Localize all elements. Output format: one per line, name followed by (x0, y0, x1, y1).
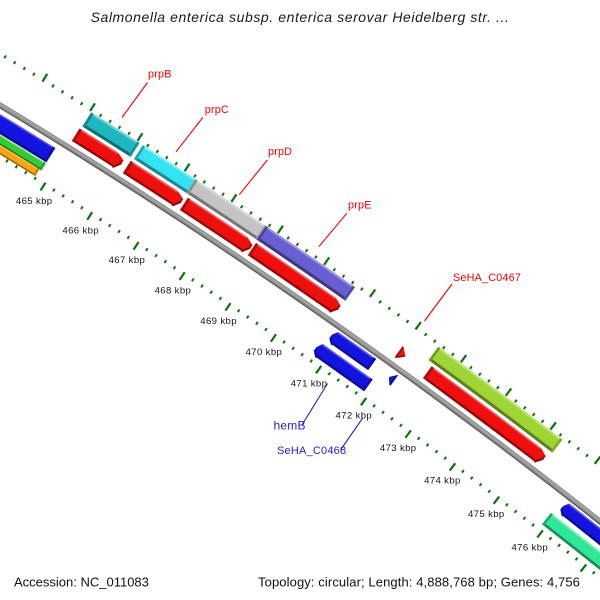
svg-text:SeHA_C0467: SeHA_C0467 (453, 272, 521, 284)
svg-text:prpD: prpD (268, 146, 292, 158)
svg-text:Accession: NC_011083: Accession: NC_011083 (14, 575, 149, 590)
svg-text:473 kbp: 473 kbp (380, 443, 417, 454)
svg-text:476 kbp: 476 kbp (512, 543, 549, 554)
svg-text:472 kbp: 472 kbp (336, 411, 373, 422)
svg-text:Salmonella enterica subsp. ent: Salmonella enterica subsp. enterica sero… (91, 9, 510, 25)
svg-text:469 kbp: 469 kbp (200, 316, 237, 327)
svg-text:hemB: hemB (274, 419, 306, 433)
svg-text:474 kbp: 474 kbp (424, 476, 461, 487)
svg-text:467 kbp: 467 kbp (109, 255, 146, 266)
svg-text:prpB: prpB (148, 69, 172, 81)
svg-text:468 kbp: 468 kbp (155, 286, 192, 297)
svg-text:466 kbp: 466 kbp (62, 226, 99, 237)
svg-text:prpC: prpC (205, 104, 229, 116)
svg-text:475 kbp: 475 kbp (468, 509, 505, 520)
svg-text:Topology: circular; Length: 4,: Topology: circular; Length: 4,888,768 bp… (258, 575, 580, 590)
svg-text:471 kbp: 471 kbp (291, 379, 328, 390)
svg-text:prpE: prpE (348, 200, 372, 212)
svg-text:465 kbp: 465 kbp (16, 196, 53, 207)
svg-text:SeHA_C0468: SeHA_C0468 (277, 445, 346, 457)
svg-text:470 kbp: 470 kbp (246, 347, 283, 358)
